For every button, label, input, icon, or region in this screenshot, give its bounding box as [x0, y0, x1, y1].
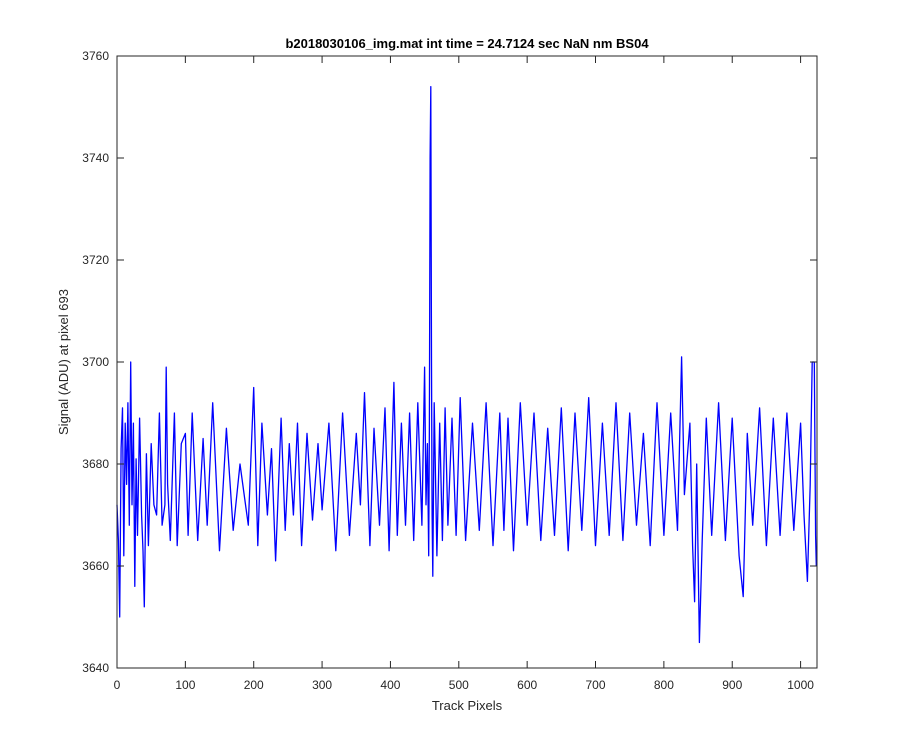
x-axis-label: Track Pixels	[432, 698, 503, 713]
x-tick-label: 900	[722, 678, 742, 692]
chart-title: b2018030106_img.mat int time = 24.7124 s…	[285, 36, 649, 51]
y-tick-label: 3700	[82, 355, 109, 369]
y-tick-label: 3720	[82, 253, 109, 267]
x-tick-label: 500	[449, 678, 469, 692]
x-tick-label: 0	[114, 678, 121, 692]
x-tick-label: 1000	[787, 678, 814, 692]
y-tick-label: 3740	[82, 151, 109, 165]
series-line-1	[116, 85, 817, 644]
x-tick-label: 400	[380, 678, 400, 692]
y-tick-label: 3680	[82, 457, 109, 471]
x-tick-label: 700	[586, 678, 606, 692]
x-tick-label: 600	[517, 678, 537, 692]
y-tick-label: 3640	[82, 661, 109, 675]
plot-area	[117, 56, 817, 668]
x-tick-label: 800	[654, 678, 674, 692]
x-tick-label: 100	[175, 678, 195, 692]
x-tick-label: 200	[244, 678, 264, 692]
x-tick-label: 300	[312, 678, 332, 692]
y-axis-label: Signal (ADU) at pixel 693	[56, 289, 71, 435]
y-tick-label: 3660	[82, 559, 109, 573]
data-layer	[116, 85, 817, 644]
axes-layer: 0 100 200 300 400 500 600 700 800 900 1000 3640 3660…	[82, 49, 818, 692]
y-tick-label: 3760	[82, 49, 109, 63]
